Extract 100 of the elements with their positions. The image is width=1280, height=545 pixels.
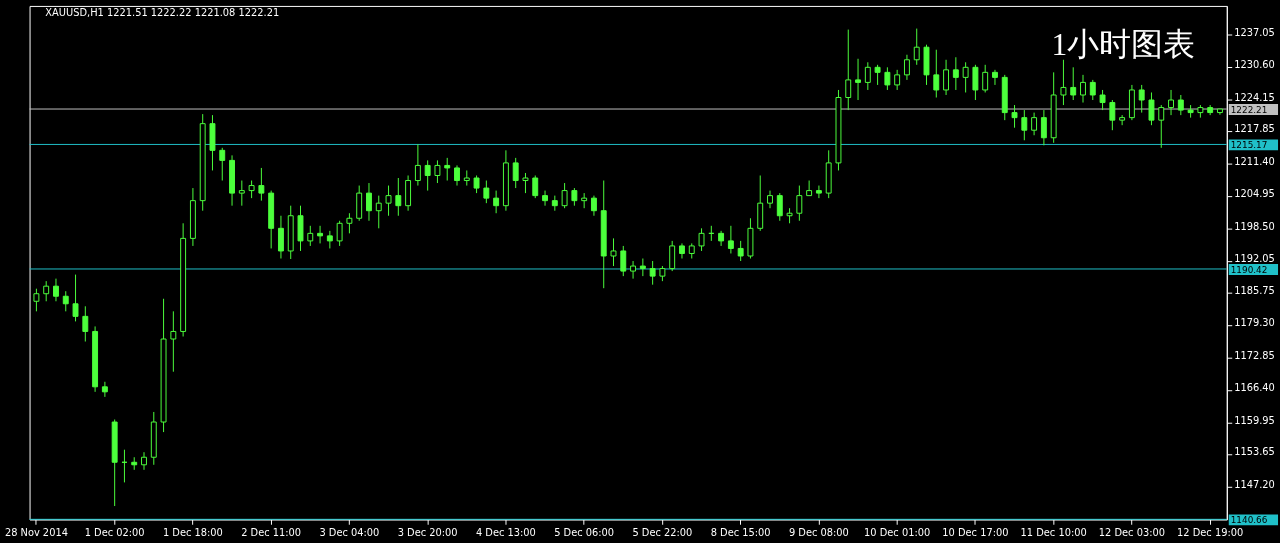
candlestick bbox=[62, 290, 69, 312]
candlestick bbox=[727, 225, 734, 254]
ref-line-label: 1140.66 bbox=[1230, 515, 1268, 526]
candlestick bbox=[1168, 89, 1174, 116]
candlestick bbox=[903, 54, 910, 81]
candlestick bbox=[512, 157, 519, 189]
candlestick bbox=[1109, 99, 1116, 131]
candlestick bbox=[493, 190, 500, 214]
candlestick bbox=[542, 190, 548, 207]
y-tick-label: 1198.50 bbox=[1234, 220, 1275, 232]
candlestick bbox=[532, 174, 539, 199]
candlestick bbox=[972, 64, 979, 101]
ref-line-label: 1190.42 bbox=[1230, 264, 1268, 275]
ref-line-label: 1215.17 bbox=[1230, 140, 1268, 151]
candlestick bbox=[620, 245, 627, 277]
candlestick bbox=[669, 240, 676, 272]
x-tick-label: 1 Dec 18:00 bbox=[162, 526, 223, 538]
x-tick-label: 12 Dec 03:00 bbox=[1098, 526, 1166, 538]
candlestick bbox=[874, 64, 881, 86]
candlestick bbox=[894, 69, 901, 91]
y-tick-label: 1172.85 bbox=[1234, 349, 1275, 361]
x-tick-label: 28 Nov 2014 bbox=[4, 526, 68, 538]
candlestick bbox=[1080, 74, 1086, 104]
x-tick-label: 2 Dec 11:00 bbox=[241, 526, 302, 538]
candlestick bbox=[1040, 109, 1047, 146]
x-tick-label: 8 Dec 15:00 bbox=[710, 526, 771, 538]
candlestick bbox=[444, 157, 451, 182]
x-tick-label: 1 Dec 02:00 bbox=[84, 526, 145, 538]
x-tick-label: 9 Dec 08:00 bbox=[788, 526, 849, 538]
candlestick bbox=[590, 195, 597, 217]
x-tick-label: 12 Dec 19:00 bbox=[1177, 526, 1244, 538]
y-tick-label: 1211.40 bbox=[1234, 155, 1275, 167]
x-tick-label: 10 Dec 01:00 bbox=[864, 526, 931, 538]
candlestick bbox=[454, 164, 460, 187]
candlestick bbox=[1060, 59, 1067, 106]
x-tick-label: 5 Dec 06:00 bbox=[554, 526, 615, 538]
candlestick bbox=[1148, 91, 1155, 126]
candlestick bbox=[737, 240, 744, 262]
x-tick-label: 11 Dec 10:00 bbox=[1020, 526, 1087, 538]
candlestick bbox=[767, 190, 773, 209]
candlestick bbox=[943, 59, 950, 96]
candlestick bbox=[679, 242, 685, 260]
candlestick bbox=[1119, 114, 1126, 126]
candlestick bbox=[796, 185, 803, 222]
candlestick bbox=[698, 227, 705, 252]
y-tick-label: 1204.95 bbox=[1234, 188, 1275, 200]
candlestick bbox=[1011, 104, 1018, 129]
candlestick bbox=[424, 159, 431, 192]
candlestick bbox=[53, 278, 59, 302]
candlestick bbox=[277, 215, 284, 260]
candlestick bbox=[982, 64, 989, 93]
x-tick-label: 4 Dec 13:00 bbox=[475, 526, 536, 538]
y-tick-label: 1224.15 bbox=[1234, 91, 1275, 103]
y-tick-label: 1237.05 bbox=[1234, 26, 1275, 38]
candlestick bbox=[1099, 89, 1106, 111]
candlestick bbox=[1158, 104, 1165, 149]
candlestick bbox=[307, 225, 314, 247]
candlestick bbox=[219, 147, 226, 182]
candlestick bbox=[630, 260, 637, 280]
candlestick bbox=[776, 192, 783, 222]
candlestick bbox=[258, 167, 265, 202]
candlestick bbox=[992, 69, 998, 86]
ref-line-label: 1222.21 bbox=[1230, 104, 1268, 115]
candlestick bbox=[346, 212, 353, 234]
y-tick-label: 1159.95 bbox=[1234, 414, 1275, 426]
candlestick bbox=[649, 260, 656, 286]
y-tick-label: 1217.85 bbox=[1234, 123, 1275, 135]
y-tick-label: 1179.30 bbox=[1234, 317, 1275, 329]
candlestick bbox=[1070, 66, 1077, 101]
candlestick bbox=[864, 61, 871, 91]
candlestick bbox=[395, 177, 402, 217]
candlestick bbox=[806, 180, 813, 197]
candlestick bbox=[1138, 84, 1145, 114]
candlestick bbox=[434, 159, 441, 184]
candlestick bbox=[101, 381, 108, 398]
candlestick bbox=[561, 182, 568, 209]
y-tick-label: 1192.05 bbox=[1234, 253, 1275, 265]
x-tick-label: 3 Dec 20:00 bbox=[397, 526, 458, 538]
candlestick bbox=[317, 225, 324, 244]
candlestick bbox=[385, 185, 392, 217]
candlestick bbox=[845, 29, 852, 111]
x-tick-label: 10 Dec 17:00 bbox=[942, 526, 1009, 538]
candlestick bbox=[962, 61, 969, 93]
candlestick bbox=[913, 28, 920, 66]
candlestick bbox=[1031, 112, 1038, 136]
text: 1小时图表 bbox=[1051, 27, 1196, 63]
candlestick bbox=[72, 274, 79, 322]
candlestick bbox=[522, 172, 529, 194]
candlestick bbox=[414, 143, 421, 187]
x-tick-label: 5 Dec 22:00 bbox=[632, 526, 693, 538]
y-tick-label: 1153.65 bbox=[1234, 446, 1275, 458]
candlestick bbox=[238, 180, 245, 207]
candlestick bbox=[170, 310, 177, 373]
candlestick bbox=[43, 280, 50, 302]
x-tick-label: 3 Dec 04:00 bbox=[319, 526, 380, 538]
candlestick bbox=[141, 451, 147, 471]
y-tick-label: 1230.60 bbox=[1234, 59, 1275, 71]
candlestick bbox=[483, 180, 490, 204]
candlestick bbox=[1177, 94, 1184, 116]
candlestick bbox=[366, 182, 372, 222]
